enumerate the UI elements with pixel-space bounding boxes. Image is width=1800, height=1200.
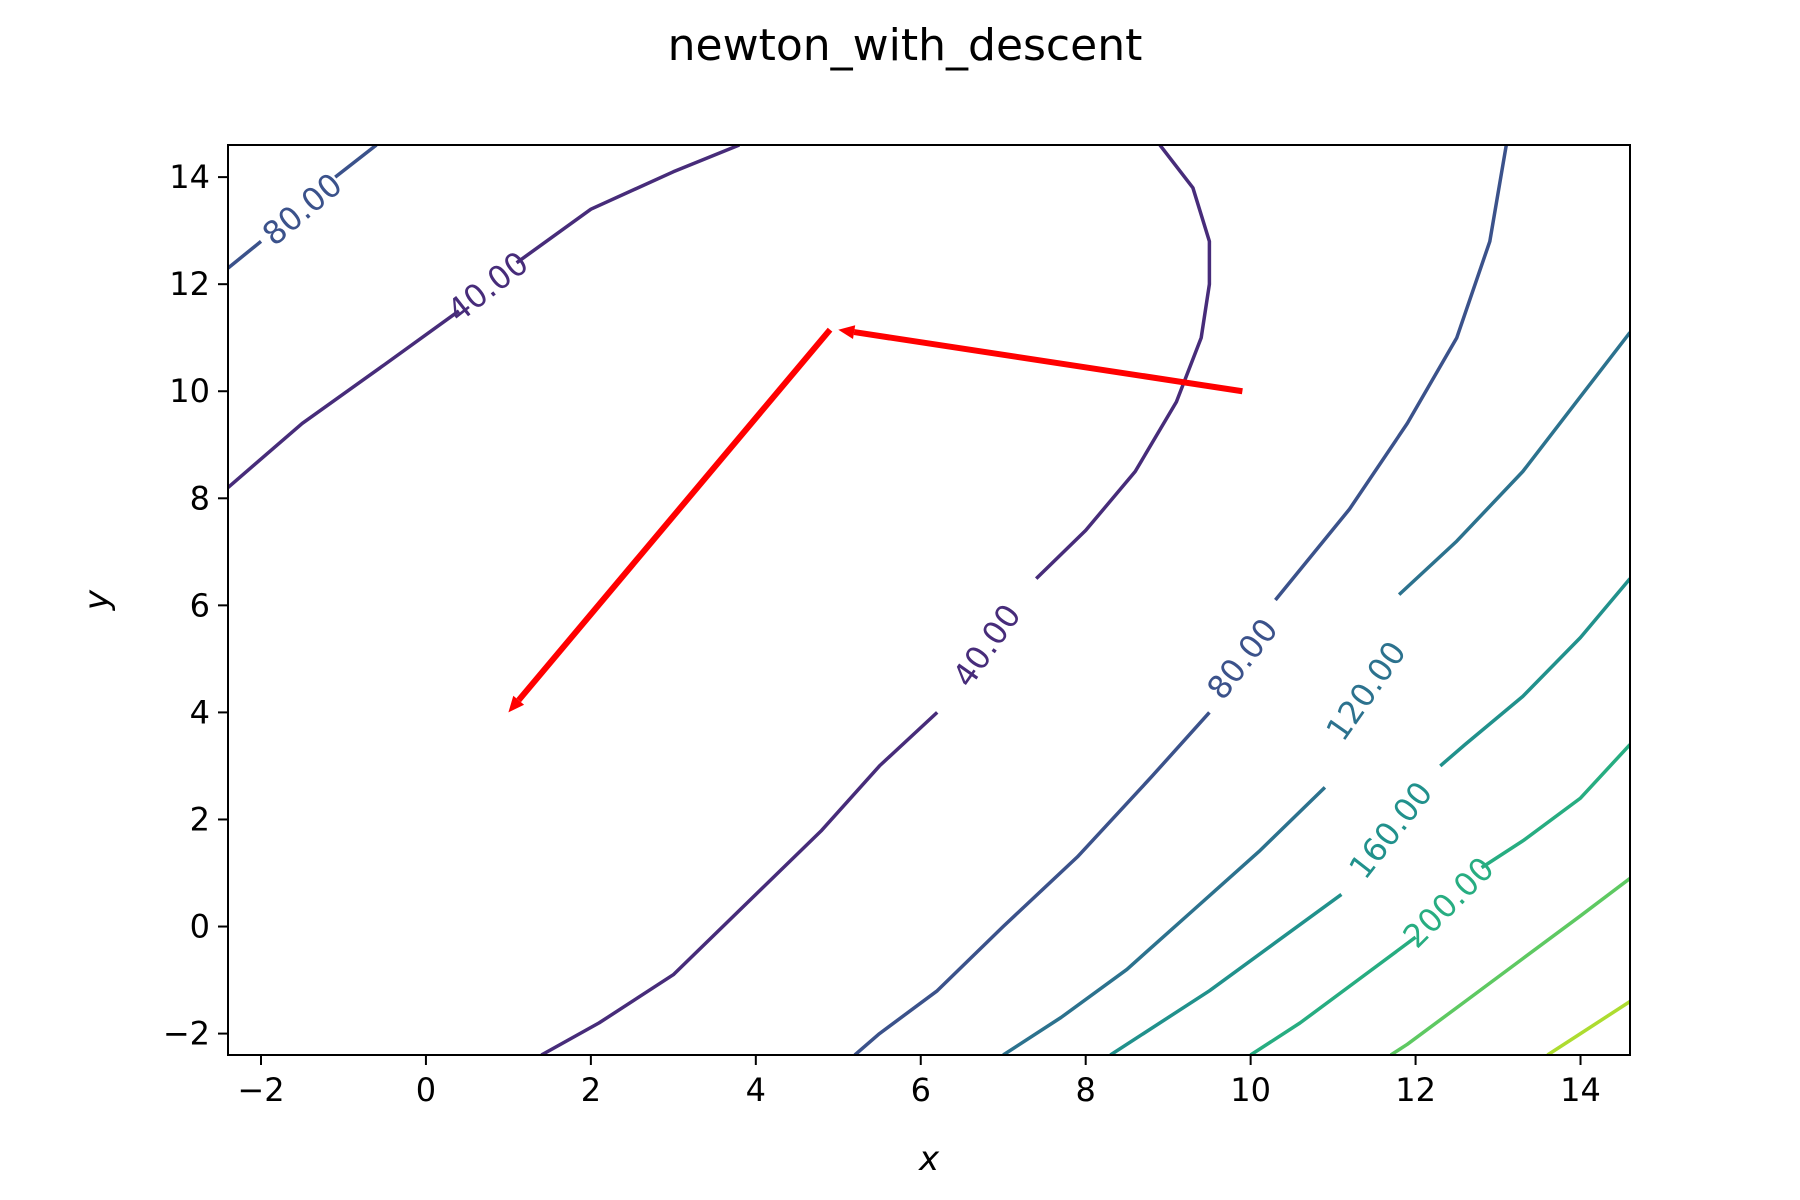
x-axis-label: x xyxy=(918,1139,940,1179)
x-tick-label-0: −2 xyxy=(237,1071,284,1109)
contour-line-200-segment-0 xyxy=(1480,743,1630,870)
x-tick-label-8: 14 xyxy=(1560,1071,1601,1109)
y-tick-label-6: 10 xyxy=(169,372,210,410)
descent-path xyxy=(508,325,1243,713)
x-tick-label-7: 12 xyxy=(1395,1071,1436,1109)
contour-line-80-segment-0 xyxy=(228,240,263,270)
y-tick-label-5: 8 xyxy=(190,479,210,517)
contour-line-120-segment-0 xyxy=(1397,331,1630,596)
y-tick-label-3: 4 xyxy=(190,693,210,731)
contour-line-80-segment-3 xyxy=(853,711,1211,1055)
contour-line-40-segment-1 xyxy=(515,145,740,265)
contour-line-240-segment-0 xyxy=(1389,877,1630,1055)
x-tick-label-1: 0 xyxy=(416,1071,436,1109)
y-tick-label-4: 6 xyxy=(190,586,210,624)
descent-step-1-arrowhead xyxy=(508,695,525,713)
contour-line-160-segment-0 xyxy=(1439,577,1630,768)
x-tick-label-4: 6 xyxy=(911,1071,931,1109)
contour-line-200-segment-1 xyxy=(1249,935,1417,1055)
y-axis-label: y xyxy=(77,589,117,611)
contour-label-120-0: 120.00 xyxy=(1318,634,1413,748)
x-axis-ticks: −2 0 2 4 6 8 10 12 14 xyxy=(237,1055,1601,1109)
x-tick-label-3: 4 xyxy=(746,1071,766,1109)
contour-label-40-0: 40.00 xyxy=(440,244,536,330)
contour-line-40-segment-0 xyxy=(228,309,460,489)
contour-line-80-segment-1 xyxy=(334,145,378,179)
descent-step-1-shaft xyxy=(516,327,833,703)
plot-frame xyxy=(227,144,1631,1056)
contour-label-40-1: 40.00 xyxy=(945,597,1029,694)
contour-line-280-segment-0 xyxy=(1546,1000,1630,1055)
y-tick-label-0: −2 xyxy=(163,1015,210,1053)
contour-line-80-segment-2 xyxy=(1274,145,1509,602)
y-tick-label-8: 14 xyxy=(169,158,210,196)
contour-line-40-segment-2 xyxy=(1034,145,1212,580)
chart-title: newton_with_descent xyxy=(668,20,1143,71)
x-tick-label-6: 10 xyxy=(1230,1071,1271,1109)
contour-label-80-0: 80.00 xyxy=(255,165,350,253)
x-tick-label-2: 2 xyxy=(581,1071,601,1109)
y-tick-label-2: 2 xyxy=(190,800,210,838)
contour-line-160-segment-1 xyxy=(1109,892,1343,1055)
y-tick-label-1: 0 xyxy=(190,908,210,946)
y-tick-label-7: 12 xyxy=(169,265,210,303)
x-tick-label-5: 8 xyxy=(1076,1071,1096,1109)
contour-line-120-segment-1 xyxy=(1002,786,1327,1055)
y-axis-ticks: −2 0 2 4 6 8 10 12 14 xyxy=(163,158,228,1053)
descent-step-0-shaft xyxy=(853,329,1243,395)
descent-step-0-arrowhead xyxy=(838,325,856,339)
contour-label-80-1: 80.00 xyxy=(1199,611,1285,707)
contour-line-40-segment-3 xyxy=(540,711,939,1055)
contour-label-160-0: 160.00 xyxy=(1341,774,1440,886)
contour-lines xyxy=(228,145,1630,1055)
contour-label-200-0: 200.00 xyxy=(1396,849,1502,955)
